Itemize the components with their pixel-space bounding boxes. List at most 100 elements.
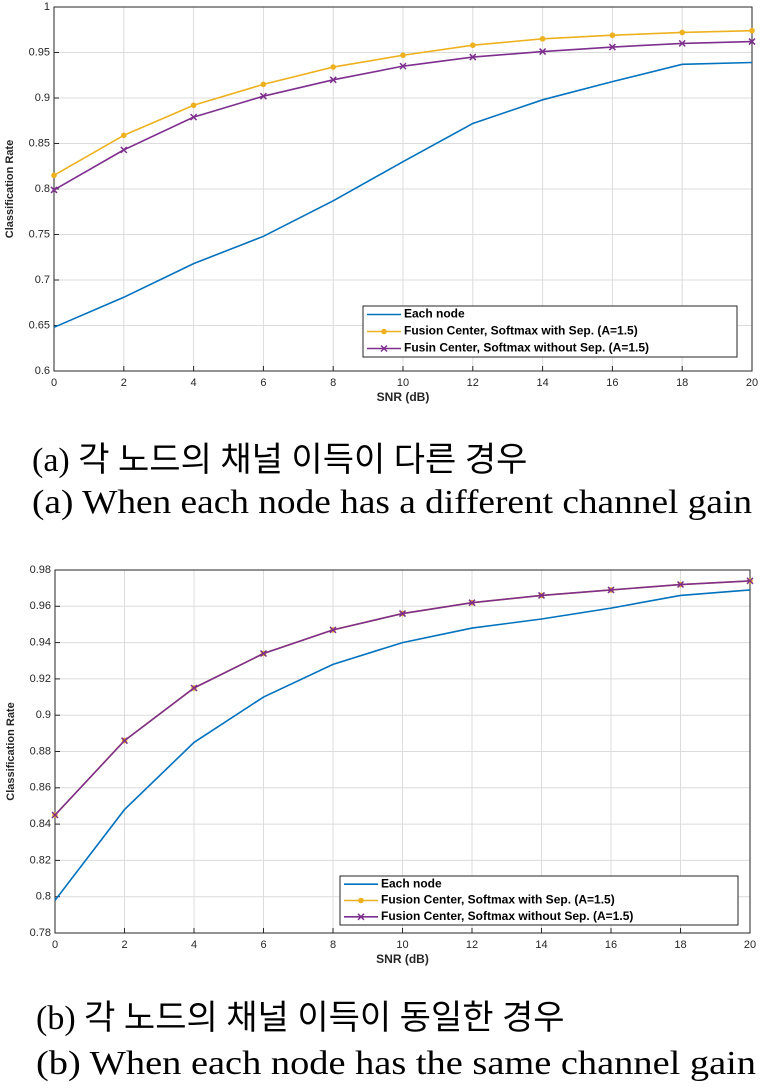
y-tick-label: 0.9 bbox=[35, 92, 50, 104]
point-marker bbox=[470, 42, 476, 49]
point-marker bbox=[190, 113, 198, 121]
x-tick-label: 2 bbox=[121, 377, 127, 389]
x-tick-label: 10 bbox=[396, 939, 408, 951]
point-marker bbox=[190, 684, 198, 692]
y-tick-label: 0.75 bbox=[29, 228, 50, 240]
y-tick-label: 0.88 bbox=[30, 745, 51, 757]
x-axis-label: SNR (dB) bbox=[376, 952, 429, 966]
point-marker bbox=[329, 626, 337, 634]
y-tick-label: 0.98 bbox=[30, 564, 51, 576]
series-line bbox=[53, 61, 753, 329]
y-axis-label: Classification Rate bbox=[5, 702, 17, 800]
caption-english: (a) When each node has a different chann… bbox=[32, 484, 752, 521]
y-tick-label: 0.96 bbox=[30, 600, 51, 612]
point-marker bbox=[120, 146, 128, 154]
point-marker bbox=[121, 132, 127, 139]
y-tick-label: 1 bbox=[44, 1, 50, 13]
point-marker bbox=[329, 76, 337, 84]
point-marker bbox=[399, 62, 407, 70]
x-tick-label: 6 bbox=[260, 377, 266, 389]
x-tick-label: 14 bbox=[536, 377, 548, 389]
point-marker bbox=[746, 577, 754, 585]
point-marker bbox=[259, 92, 267, 100]
y-tick-label: 0.7 bbox=[35, 274, 50, 286]
y-tick-label: 0.92 bbox=[30, 673, 51, 685]
point-marker bbox=[330, 64, 337, 70]
point-marker bbox=[260, 81, 267, 88]
y-tick-label: 0.82 bbox=[30, 854, 51, 866]
point-marker bbox=[539, 36, 546, 42]
point-marker bbox=[400, 52, 406, 59]
x-tick-label: 4 bbox=[191, 377, 197, 389]
x-tick-label: 20 bbox=[746, 377, 758, 389]
y-tick-label: 0.8 bbox=[36, 891, 51, 903]
legend-label: Fusion Center, Softmax with Sep. (A=1.5) bbox=[404, 324, 638, 338]
legend-box bbox=[362, 305, 738, 358]
x-axis-label: SNR (dB) bbox=[377, 390, 430, 404]
x-tick-label: 8 bbox=[330, 939, 336, 951]
y-tick-label: 0.78 bbox=[30, 927, 51, 939]
x-tick-label: 6 bbox=[260, 939, 266, 951]
x-tick-label: 0 bbox=[51, 377, 57, 389]
chart: 0.78 0.8 0.82 0.84 0.86 0.88 0.9 0.92 0.94 0.96 0.… bbox=[5, 564, 756, 1082]
legend-label: Each node bbox=[381, 876, 442, 890]
x-tick-label: 16 bbox=[606, 377, 618, 389]
y-tick-label: 0.86 bbox=[30, 782, 51, 794]
point-marker bbox=[679, 29, 685, 36]
point-marker bbox=[678, 39, 686, 47]
legend-box bbox=[339, 875, 739, 926]
x-tick-label: 16 bbox=[605, 939, 617, 951]
y-axis-label: Classification Rate bbox=[4, 140, 16, 238]
y-tick-label: 0.65 bbox=[29, 319, 50, 331]
point-marker bbox=[259, 649, 268, 658]
legend-label: Fusion Center, Softmax without Sep. (A=1… bbox=[381, 909, 633, 923]
point-marker bbox=[607, 586, 615, 594]
x-tick-label: 8 bbox=[330, 377, 336, 389]
x-tick-label: 10 bbox=[397, 377, 409, 389]
y-tick-label: 0.95 bbox=[29, 46, 50, 58]
x-tick-label: 4 bbox=[191, 939, 197, 951]
x-tick-label: 20 bbox=[744, 939, 756, 951]
legend-marker bbox=[381, 328, 387, 335]
point-marker bbox=[190, 102, 197, 109]
point-marker bbox=[749, 27, 755, 34]
point-marker bbox=[676, 580, 685, 589]
x-tick-label: 18 bbox=[676, 377, 688, 389]
point-marker bbox=[51, 811, 59, 819]
y-tick-label: 0.85 bbox=[29, 137, 50, 149]
y-tick-label: 0.6 bbox=[35, 365, 50, 377]
point-marker bbox=[120, 737, 129, 745]
point-marker bbox=[537, 591, 546, 599]
x-tick-label: 18 bbox=[674, 939, 686, 951]
point-marker bbox=[50, 186, 58, 194]
plot-frame bbox=[54, 569, 751, 934]
legend-marker bbox=[380, 344, 388, 353]
legend-marker bbox=[358, 897, 364, 904]
series-line bbox=[54, 589, 751, 901]
point-marker bbox=[468, 599, 476, 607]
point-marker bbox=[609, 32, 616, 39]
legend-label: Fusion Center, Softmax with Sep. (A=1.5) bbox=[381, 893, 615, 907]
legend-marker bbox=[357, 913, 365, 921]
legend-label: Fusin Center, Softmax without Sep. (A=1.… bbox=[404, 341, 649, 355]
y-tick-label: 0.9 bbox=[36, 709, 51, 721]
point-marker bbox=[398, 610, 407, 618]
x-tick-label: 12 bbox=[467, 377, 479, 389]
caption-english: (b) When each node has the same channel … bbox=[36, 1045, 756, 1082]
point-marker bbox=[608, 43, 616, 51]
point-marker bbox=[469, 53, 477, 61]
y-tick-label: 0.84 bbox=[30, 818, 51, 830]
x-tick-label: 12 bbox=[466, 939, 478, 951]
point-marker bbox=[748, 38, 756, 46]
x-tick-label: 14 bbox=[535, 939, 547, 951]
caption-korean: (a) 각 노드의 채널 이득이 다른 경우 bbox=[32, 442, 527, 479]
point-marker bbox=[51, 172, 57, 179]
x-tick-label: 2 bbox=[121, 939, 127, 951]
y-tick-label: 0.8 bbox=[35, 183, 50, 195]
y-tick-label: 0.94 bbox=[30, 637, 51, 649]
legend-label: Each node bbox=[404, 307, 465, 321]
x-tick-label: 0 bbox=[52, 939, 58, 951]
point-marker bbox=[539, 48, 547, 56]
